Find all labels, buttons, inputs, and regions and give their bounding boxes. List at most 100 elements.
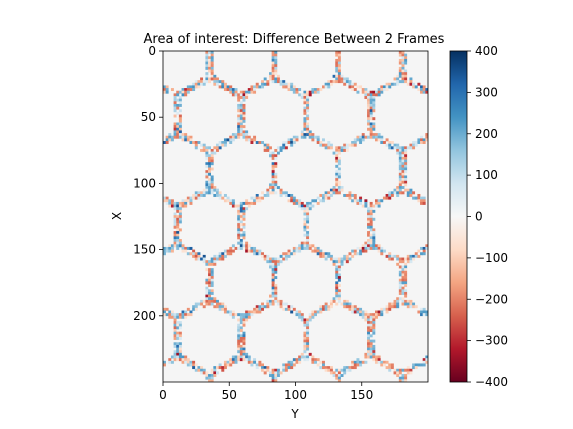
heatmap-cell [192,252,196,256]
heatmap-cell [192,88,196,92]
heatmap-cell [375,204,378,208]
heatmap-cell [210,159,214,163]
heatmap-cell [340,302,344,306]
heatmap-cell [178,321,182,325]
heatmap-cell [261,196,264,200]
heatmap-cell [250,85,254,89]
heatmap-cell [197,366,201,370]
heatmap-cell [194,307,198,311]
heatmap-cell [276,146,280,150]
heatmap-cell [274,191,278,195]
heatmap-cell [205,56,209,60]
heatmap-cell [369,111,373,115]
heatmap-cell [409,80,413,84]
heatmap-cell [292,196,296,200]
heatmap-cell [181,244,185,248]
heatmap-cell [242,318,246,322]
heatmap-cell [181,246,185,250]
heatmap-cell [404,72,408,76]
heatmap-cell [170,135,174,139]
heatmap-cell [176,125,180,129]
heatmap-cell [239,239,243,242]
heatmap-cell [290,141,294,144]
heatmap-cell [314,90,317,94]
heatmap-cell [420,90,423,94]
heatmap-cell [337,175,341,179]
heatmap-cell [253,85,257,89]
heatmap-cell [237,96,241,99]
heatmap-cell [245,130,249,134]
heatmap-cell [176,98,180,102]
heatmap-cell [314,246,317,250]
heatmap-cell [274,156,278,160]
heatmap-cell [186,88,190,92]
heatmap-cell [226,363,230,367]
heatmap-cell [173,313,177,317]
heatmap-cell [269,302,272,306]
heatmap-cell [306,207,310,211]
heatmap-cell [337,167,341,171]
heatmap-cell [372,209,376,213]
heatmap-cell [274,77,278,81]
heatmap-cell [173,122,177,126]
heatmap-cell [176,209,180,213]
heatmap-cell [208,178,211,182]
heatmap-cell [239,352,243,356]
heatmap-cell [335,180,339,184]
heatmap-cell [242,103,246,107]
heatmap-cell [282,85,286,89]
heatmap-cell [369,130,373,134]
heatmap-cell [409,77,413,81]
heatmap-cell [176,93,180,97]
heatmap-cell [324,143,328,147]
heatmap-cell [327,196,331,200]
heatmap-cell [409,188,413,192]
heatmap-cell [274,58,278,62]
heatmap-cell [340,77,344,81]
heatmap-cell [237,342,241,346]
heatmap-cell [239,228,243,232]
heatmap-cell [245,355,249,359]
heatmap-cell [216,148,219,152]
heatmap-cell [237,204,241,208]
heatmap-cell [210,61,214,65]
heatmap-cell [176,233,180,237]
heatmap-cell [329,80,333,84]
heatmap-cell [231,135,235,139]
heatmap-cell [242,207,246,211]
heatmap-cell [210,297,214,301]
heatmap-cell [316,310,320,314]
heatmap-cell [343,368,347,372]
heatmap-cell [356,199,360,203]
heatmap-cell [406,254,410,258]
heatmap-cell [322,196,325,200]
heatmap-cell [367,109,370,113]
heatmap-cell [367,135,370,139]
heatmap-cell [404,268,408,272]
heatmap-cell [208,164,211,168]
heatmap-cell [178,344,182,348]
heatmap-cell [372,96,376,99]
heatmap-cell [290,88,294,92]
heatmap-cell [279,305,283,309]
heatmap-cell [197,196,201,200]
heatmap-cell [329,191,333,195]
heatmap-cell [375,201,378,205]
heatmap-cell [322,252,325,256]
heatmap-cell [311,204,315,208]
heatmap-cell [271,156,275,160]
heatmap-cell [245,358,249,362]
heatmap-cell [255,363,259,367]
heatmap-cell [234,93,238,97]
heatmap-cell [181,138,185,142]
heatmap-cell [367,114,370,118]
heatmap-cell [409,302,413,306]
heatmap-cell [303,244,307,248]
heatmap-cell [226,249,230,253]
heatmap-cell [279,82,283,86]
heatmap-cell [343,305,347,309]
heatmap-cell [311,315,315,319]
heatmap-cell [335,302,339,306]
heatmap-cell [223,360,227,364]
heatmap-cell [176,326,180,330]
